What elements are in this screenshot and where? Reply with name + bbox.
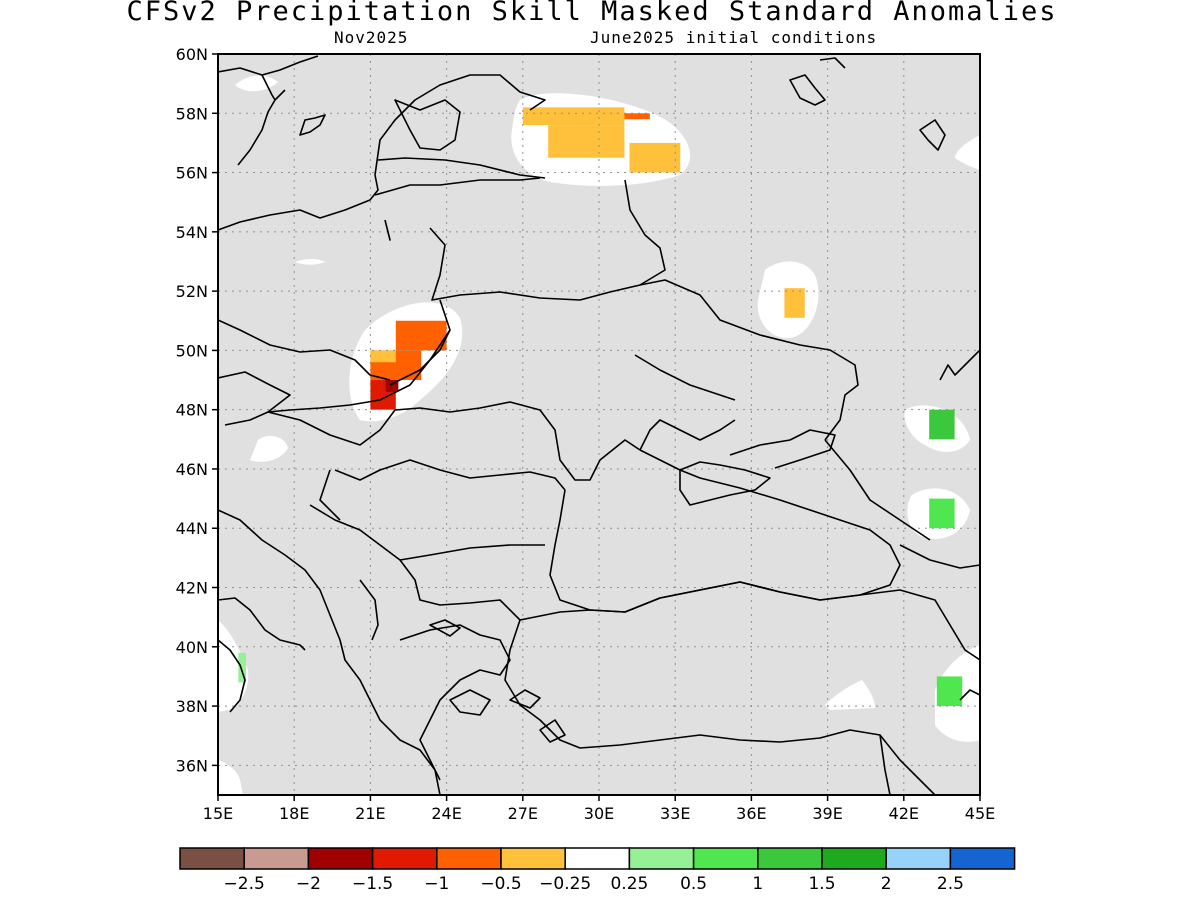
- colorbar-label: 2: [881, 874, 892, 894]
- anomaly-cell: [929, 409, 955, 440]
- colorbar: −2.5 −2 −1.5 −1 −0.5 −0.25 0.25 0.5 1 1.5 2 2.5: [179, 847, 1016, 894]
- anomaly-cell: [385, 380, 399, 392]
- anomaly-cells: [238, 107, 963, 707]
- lat-tick-label: 56N: [176, 164, 208, 183]
- anomaly-cell: [784, 288, 805, 318]
- anomaly-cell: [629, 142, 681, 173]
- lon-tick-label: 15E: [203, 804, 233, 823]
- colorbar-label: 1: [752, 874, 763, 894]
- colorbar-swatch: [179, 847, 245, 870]
- colorbar-swatch: [371, 847, 438, 870]
- anomaly-cell: [936, 676, 963, 707]
- lat-tick-label: 36N: [176, 756, 208, 775]
- colorbar-label: 2.5: [937, 874, 964, 894]
- lon-tick-label: 39E: [812, 804, 842, 823]
- anomaly-cell: [238, 652, 246, 683]
- colorbar-swatch: [307, 847, 374, 870]
- colorbar-swatch: [757, 847, 823, 870]
- colorbar-label: −0.5: [480, 874, 521, 894]
- colorbar-swatch: [885, 847, 952, 870]
- lon-tick-label: 33E: [660, 804, 690, 823]
- colorbar-label: 1.5: [808, 874, 835, 894]
- lon-tick-label: 36E: [736, 804, 766, 823]
- lat-tick-label: 54N: [176, 223, 208, 242]
- colorbar-label: −1: [424, 874, 449, 894]
- lat-tick-label: 46N: [176, 460, 208, 479]
- lon-tick-label: 24E: [431, 804, 461, 823]
- lon-tick-label: 27E: [508, 804, 538, 823]
- lon-tick-label: 18E: [279, 804, 309, 823]
- lat-tick-label: 40N: [176, 638, 208, 657]
- forecast-month: Nov2025: [334, 28, 409, 47]
- colorbar-swatch: [500, 847, 566, 870]
- lat-tick-label: 38N: [176, 697, 208, 716]
- colorbar-label: −1.5: [352, 874, 393, 894]
- lat-tick-label: 42N: [176, 579, 208, 598]
- colorbar-swatch: [628, 847, 695, 870]
- colorbar-swatch: [821, 847, 887, 870]
- colorbar-label: −2.5: [224, 874, 265, 894]
- colorbar-label: 0.5: [680, 874, 707, 894]
- lat-tick-label: 58N: [176, 104, 208, 123]
- colorbar-swatch: [243, 847, 310, 870]
- lon-tick-label: 21E: [355, 804, 385, 823]
- anomaly-cell: [395, 320, 447, 351]
- lat-tick-label: 52N: [176, 282, 208, 301]
- anomaly-cell: [548, 125, 625, 158]
- lat-tick-label: 50N: [176, 341, 208, 360]
- skill-mask: [218, 54, 980, 795]
- lat-tick-label: 60N: [176, 45, 208, 64]
- lat-tick-label: 44N: [176, 519, 208, 538]
- colorbar-swatch: [564, 847, 631, 870]
- anomaly-cell: [929, 498, 955, 529]
- colorbar-label: −2: [296, 874, 321, 894]
- colorbar-label: 0.25: [610, 874, 648, 894]
- longitude-axis: 15E 18E 21E 24E 27E 30E 33E 36E 39E 42E 45E: [203, 795, 995, 823]
- colorbar-swatch: [692, 847, 759, 870]
- lon-tick-label: 45E: [965, 804, 995, 823]
- coastlines-and-borders: [218, 55, 980, 795]
- colorbar-swatch: [949, 847, 1016, 870]
- gridlines: [218, 54, 980, 795]
- initial-conditions: June2025 initial conditions: [590, 28, 878, 47]
- colorbar-swatch: [436, 847, 502, 870]
- anomaly-cell: [370, 350, 396, 363]
- lat-tick-label: 48N: [176, 401, 208, 420]
- chart-title: CFSv2 Precipitation Skill Masked Standar…: [126, 0, 1058, 27]
- lon-tick-label: 30E: [584, 804, 614, 823]
- colorbar-label: −0.25: [539, 874, 591, 894]
- anomaly-cell: [624, 113, 650, 120]
- lon-tick-label: 42E: [889, 804, 919, 823]
- anomaly-cell: [522, 107, 625, 126]
- latitude-axis: 60N 58N 56N 54N 52N 50N 48N 46N 44N 42N 40N 38N 36N: [176, 45, 218, 775]
